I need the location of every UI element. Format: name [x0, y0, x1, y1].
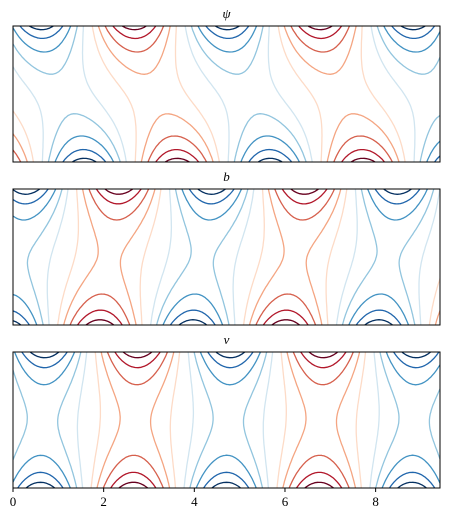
contours [13, 189, 440, 325]
panel-frame [12, 188, 441, 326]
contour-line [13, 26, 400, 162]
contours [13, 352, 440, 488]
contour-line [13, 26, 406, 162]
contour-line [63, 189, 440, 325]
contour-line [90, 352, 367, 488]
contour-line [102, 352, 354, 488]
x-tick-label: 2 [100, 494, 107, 509]
contour-line [76, 352, 380, 488]
contour-line [28, 26, 426, 162]
contour-line [112, 26, 386, 162]
contour-line [13, 352, 440, 488]
contour-line [13, 26, 440, 162]
contour-line [13, 189, 421, 325]
contour-line [110, 352, 347, 488]
x-tick-label: 0 [10, 494, 17, 509]
panel-title: v [224, 332, 230, 347]
contour-line [25, 352, 432, 488]
contour-line [13, 189, 413, 325]
contour-line [13, 352, 440, 488]
contour-line [13, 26, 416, 162]
x-tick-label: 8 [372, 494, 379, 509]
panel-frame [12, 25, 441, 163]
contour-line [69, 189, 336, 325]
panel-frame [12, 351, 441, 489]
x-tick-label: 4 [191, 494, 198, 509]
contours [13, 26, 440, 162]
contour-line [13, 189, 429, 325]
contour-line [19, 26, 440, 162]
panel-title: b [223, 169, 230, 184]
panel-title: ψ [222, 6, 231, 21]
x-tick-label: 6 [282, 494, 289, 509]
contour-line [57, 189, 440, 325]
contour-line [46, 189, 440, 325]
contour-line [13, 26, 394, 162]
contour-line [26, 189, 435, 325]
contour-line [96, 352, 361, 488]
contour-line [76, 189, 328, 325]
